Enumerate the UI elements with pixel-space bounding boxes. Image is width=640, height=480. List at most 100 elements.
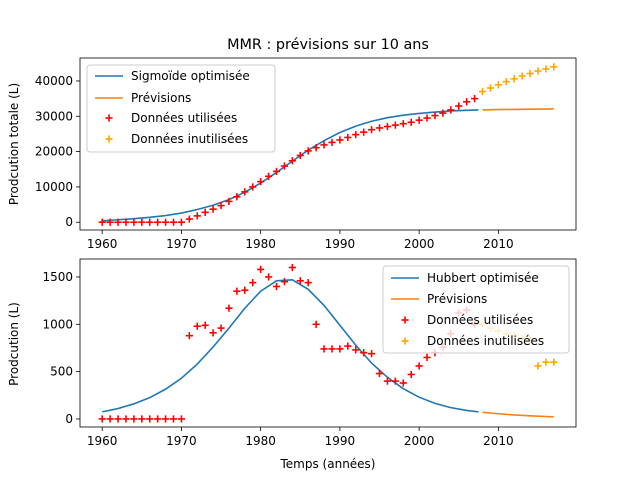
used-data-point [352,131,360,139]
x-tick-label: 1960 [87,434,118,448]
used-data-point [320,141,328,149]
chart-title: MMR : prévisions sur 10 ans [227,37,429,53]
used-data-point [114,415,122,423]
legend-swatch [105,114,113,122]
y-tick-label: 1000 [42,317,73,331]
used-data-point [391,121,399,129]
x-tick-label: 1980 [245,434,276,448]
unused-data-point [502,78,510,86]
unused-data-point [526,69,534,78]
y-tick-label: 20000 [35,145,73,159]
y-tick-label: 0 [65,412,73,426]
x-tick-label: 2010 [483,237,514,251]
legend-box [86,64,276,153]
top-y-axis-label: Prodcution totale (L) [7,83,21,205]
used-data-point [463,98,471,106]
used-data-point [241,286,249,294]
used-data-point [249,183,257,191]
used-data-point [328,345,336,353]
used-data-point [360,128,368,136]
legend-swatch [401,337,409,345]
used-data-point [233,287,241,295]
used-data-point [217,202,225,210]
used-data-point [344,342,352,350]
used-data-point [272,282,281,291]
used-data-point [383,122,392,131]
used-data-point [391,377,399,385]
legend-label: Données inutilisées [131,132,248,146]
x-tick-label: 1960 [87,237,118,251]
y-tick-label: 30000 [35,109,73,123]
used-data-point [193,212,201,220]
unused-data-point [478,87,487,96]
used-data-point [328,138,336,147]
used-data-point [344,133,352,142]
y-tick-label: 40000 [35,74,73,88]
used-data-point [249,279,257,287]
used-data-point [431,111,439,120]
used-data-point [455,102,463,110]
axes-frame [79,57,577,231]
used-data-point [185,215,193,223]
used-data-point [470,95,479,103]
used-data-point [415,362,423,370]
used-data-point [399,120,407,128]
x-tick-label: 1990 [325,434,356,448]
used-data-point [122,218,130,226]
y-tick-label: 0 [65,215,73,229]
used-data-point [201,321,209,329]
used-data-point [161,218,170,226]
used-data-point [320,345,328,353]
unused-data-point [550,63,558,71]
used-data-point [177,218,186,226]
used-data-point [296,277,304,285]
used-data-point [264,273,273,281]
used-data-point [209,329,217,337]
used-data-point [288,263,296,272]
y-tick-label: 1500 [42,270,73,284]
used-data-point [375,124,384,132]
x-tick-label: 1980 [245,237,276,251]
used-data-point [209,205,217,213]
used-data-point [154,415,162,423]
used-data-point [336,136,344,144]
used-data-point [360,349,368,357]
used-data-point [177,415,186,423]
unused-data-point [510,75,518,83]
y-tick-label: 500 [50,365,73,379]
legend-label: Données utilisées [427,313,533,327]
legend: Hubbert optimisée Prévisions Données utili… [382,265,570,354]
used-data-point [375,369,384,378]
used-data-point [146,218,154,226]
used-data-point [296,151,304,160]
used-data-point [154,218,162,226]
legend-label: Prévisions [427,292,487,306]
used-data-point [138,218,146,226]
used-data-point [407,370,415,379]
used-data-point [264,172,273,180]
used-data-point [106,415,114,423]
used-data-point [114,218,122,226]
used-data-point [122,415,130,423]
x-tick-label: 1970 [166,237,197,251]
used-data-point [217,324,225,332]
unused-data-point [550,358,558,366]
used-data-point [169,415,178,423]
used-data-point [193,322,201,330]
used-data-point [272,167,281,175]
unused-data-point [494,81,502,89]
x-tick-label: 2000 [404,237,435,251]
legend-box [382,265,570,354]
used-data-point [312,144,320,152]
axes-frame [79,258,577,428]
legend-label: Prévisions [131,91,191,105]
series-line-forecast [482,411,554,418]
used-data-point [225,197,233,205]
x-axis-label: Temps (années) [280,457,376,471]
legend-swatch [105,135,113,143]
used-data-point [312,320,320,328]
unused-data-point [486,84,495,92]
legend-label: Données utilisées [131,111,237,125]
unused-data-point [542,65,550,73]
